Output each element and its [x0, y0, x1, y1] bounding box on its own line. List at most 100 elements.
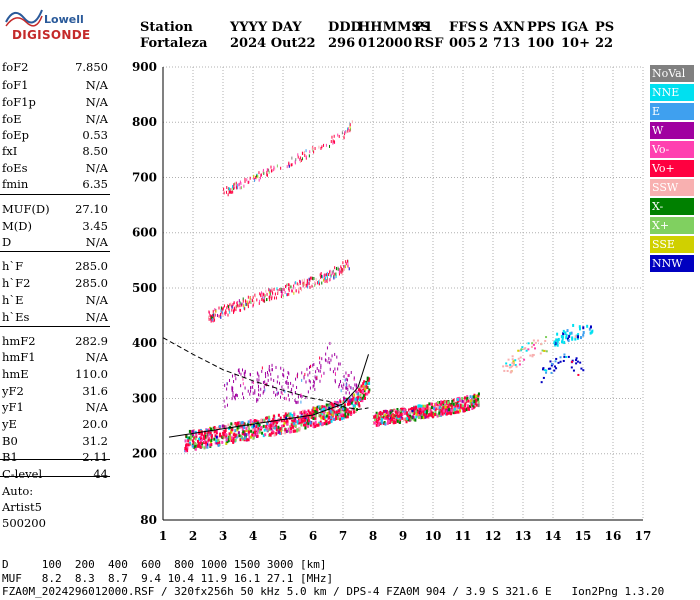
param-name: foF1p [2, 95, 36, 109]
echo-dot [275, 428, 278, 432]
echo-dot [215, 309, 217, 313]
echo-dot [262, 391, 264, 395]
header: Station YYYY DAY DDD HHMMSS P1 FFS S AXN… [140, 20, 621, 52]
param-value: 282.9 [75, 334, 108, 348]
param-value: 31.6 [82, 384, 108, 398]
echo-dot [563, 353, 566, 356]
echo-dot [292, 428, 295, 432]
echo-dot [276, 164, 278, 168]
echo-dot [256, 371, 258, 375]
echo-dot [344, 264, 346, 268]
echo-dot [274, 296, 276, 300]
echo-dot [298, 290, 300, 294]
echo-dot [389, 418, 392, 422]
echo-dot [419, 408, 422, 412]
echo-dot [415, 415, 418, 419]
echo-dot [253, 428, 256, 432]
echo-dot [235, 305, 237, 309]
echo-dot [342, 414, 345, 418]
echo-dot [250, 300, 252, 304]
echo-dot [268, 288, 270, 292]
echo-dot [442, 406, 445, 410]
echo-dot [429, 407, 432, 411]
header-value: 2024 Out22 [230, 36, 316, 51]
echo-dot [346, 408, 349, 412]
echo-dot [195, 433, 198, 437]
echo-dot [344, 399, 347, 403]
param-divider [0, 476, 110, 477]
echo-dot [326, 411, 329, 415]
echo-dot [339, 362, 341, 366]
echo-dot [184, 439, 187, 443]
echo-dot [280, 395, 282, 399]
echo-dot [521, 346, 524, 349]
echo-dot [345, 391, 347, 395]
legend-item: W [650, 122, 694, 139]
auto-line: 500200 [2, 516, 46, 530]
echo-dot [325, 143, 327, 147]
echo-dot [462, 409, 465, 413]
echo-dot [347, 388, 349, 392]
echo-dot [274, 432, 277, 436]
echo-dot [332, 269, 334, 273]
echo-dot [554, 360, 557, 363]
echo-dot [248, 180, 250, 184]
echo-dot [459, 409, 462, 413]
echo-dot [303, 411, 306, 415]
param-name: h`E [2, 293, 24, 307]
echo-dot [399, 410, 402, 414]
echo-dot [297, 155, 299, 159]
echo-dot [349, 399, 351, 403]
echo-dot [294, 429, 297, 433]
echo-dot [319, 407, 322, 411]
echo-dot [326, 277, 328, 281]
echo-dot [224, 311, 226, 315]
echo-dot [323, 273, 325, 277]
echo-dot [400, 415, 403, 419]
echo-dot [307, 390, 309, 394]
y-tick-label: 700 [132, 170, 157, 184]
echo-dot [452, 411, 455, 415]
echo-dot [509, 371, 512, 374]
echo-dot [271, 289, 273, 293]
echo-dot [393, 414, 396, 418]
echo-dot [326, 271, 328, 275]
echo-dot [286, 418, 289, 422]
echo-dot [561, 340, 564, 344]
echo-dot [331, 135, 333, 139]
echo-dot [331, 404, 334, 408]
echo-dot [280, 429, 283, 433]
echo-dot [424, 415, 427, 419]
echo-dot [507, 358, 510, 361]
echo-dot [441, 412, 444, 416]
param-row: yF1 N/A [2, 400, 108, 416]
echo-dot [531, 345, 534, 348]
echo-dot [273, 165, 275, 169]
echo-dot [243, 426, 246, 430]
echo-dot [256, 399, 258, 403]
echo-dot [228, 190, 230, 194]
echo-dot [503, 369, 506, 372]
echo-dot [247, 181, 249, 185]
echo-dot [215, 431, 218, 435]
echo-dot [235, 423, 238, 427]
echo-dot [208, 443, 211, 447]
echo-dot [253, 174, 255, 178]
echo-dot [280, 295, 282, 299]
echo-dot [436, 400, 439, 404]
echo-dot [319, 361, 321, 365]
echo-dot [282, 294, 284, 298]
echo-dot [373, 415, 376, 419]
echo-dot [572, 369, 575, 372]
echo-dot [258, 301, 260, 305]
echo-dot [227, 439, 230, 443]
echo-dot [299, 158, 301, 162]
echo-dot [281, 293, 283, 297]
echo-dot [194, 437, 197, 441]
echo-dot [233, 186, 235, 190]
echo-dot [259, 393, 261, 397]
echo-dot [456, 410, 459, 414]
echo-dot [358, 397, 361, 401]
echo-dot [258, 388, 260, 392]
echo-dot [225, 442, 228, 446]
